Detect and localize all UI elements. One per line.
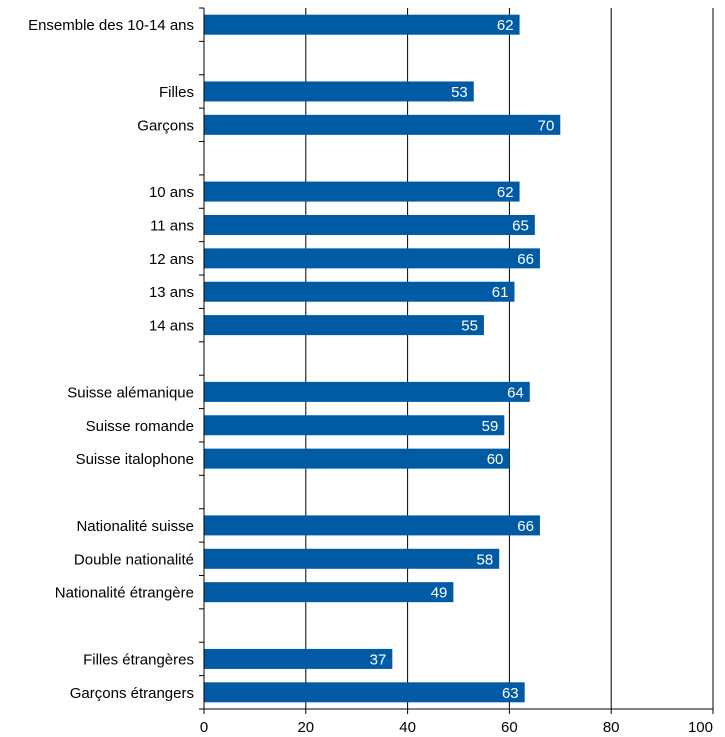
bar-15 xyxy=(204,515,540,536)
x-tick-label-5: 100 xyxy=(688,719,713,736)
category-label-3: Garçons xyxy=(137,117,194,134)
bar-16 xyxy=(204,548,500,569)
category-label-15: Nationalité suisse xyxy=(76,518,194,535)
category-label-16: Double nationalité xyxy=(74,551,194,568)
data-label-11: 64 xyxy=(507,384,524,401)
bar-6 xyxy=(204,214,535,235)
data-label-5: 62 xyxy=(497,184,514,201)
bar-12 xyxy=(204,415,505,436)
bar-19 xyxy=(204,648,393,669)
gridlines xyxy=(305,8,714,709)
bar-7 xyxy=(204,248,540,269)
x-tick-label-3: 60 xyxy=(501,719,518,736)
x-tick-label-2: 40 xyxy=(399,719,416,736)
bar-3 xyxy=(204,114,561,135)
data-label-13: 60 xyxy=(487,451,504,468)
category-label-20: Garçons étrangers xyxy=(70,685,194,702)
data-label-7: 66 xyxy=(517,251,534,268)
bars xyxy=(204,14,561,703)
category-label-17: Nationalité étrangère xyxy=(55,585,194,602)
data-label-0: 62 xyxy=(497,17,514,34)
axes xyxy=(199,7,714,714)
category-label-11: Suisse alémanique xyxy=(67,384,194,401)
category-label-12: Suisse romande xyxy=(86,418,194,435)
bar-0 xyxy=(204,14,520,35)
category-label-13: Suisse italophone xyxy=(76,451,194,468)
category-label-8: 13 ans xyxy=(149,284,194,301)
category-label-5: 10 ans xyxy=(149,184,194,201)
category-label-9: 14 ans xyxy=(149,318,194,335)
data-label-16: 58 xyxy=(477,551,494,568)
x-tick-label-4: 80 xyxy=(603,719,620,736)
category-label-7: 12 ans xyxy=(149,251,194,268)
x-tick-label-1: 20 xyxy=(297,719,314,736)
bar-9 xyxy=(204,315,484,336)
x-tick-label-0: 0 xyxy=(200,719,208,736)
data-label-8: 61 xyxy=(492,284,509,301)
data-label-12: 59 xyxy=(482,418,499,435)
data-label-9: 55 xyxy=(461,318,478,335)
bar-8 xyxy=(204,281,515,302)
data-label-19: 37 xyxy=(370,651,387,668)
data-label-15: 66 xyxy=(517,518,534,535)
bar-13 xyxy=(204,448,510,469)
data-label-2: 53 xyxy=(451,84,468,101)
bar-17 xyxy=(204,582,454,603)
labels: 62 Ensemble des 10-14 ans 53 Filles 70 Garçon… xyxy=(28,17,713,736)
bar-2 xyxy=(204,81,474,102)
data-label-6: 65 xyxy=(512,217,529,234)
data-label-20: 63 xyxy=(502,685,519,702)
bar-20 xyxy=(204,682,525,703)
data-label-3: 70 xyxy=(538,117,555,134)
category-label-6: 11 ans xyxy=(150,217,194,234)
category-label-2: Filles xyxy=(159,84,194,101)
bar-11 xyxy=(204,381,530,402)
bar-5 xyxy=(204,181,520,202)
category-label-19: Filles étrangères xyxy=(83,651,194,668)
data-label-17: 49 xyxy=(431,585,448,602)
category-label-0: Ensemble des 10-14 ans xyxy=(28,17,194,34)
